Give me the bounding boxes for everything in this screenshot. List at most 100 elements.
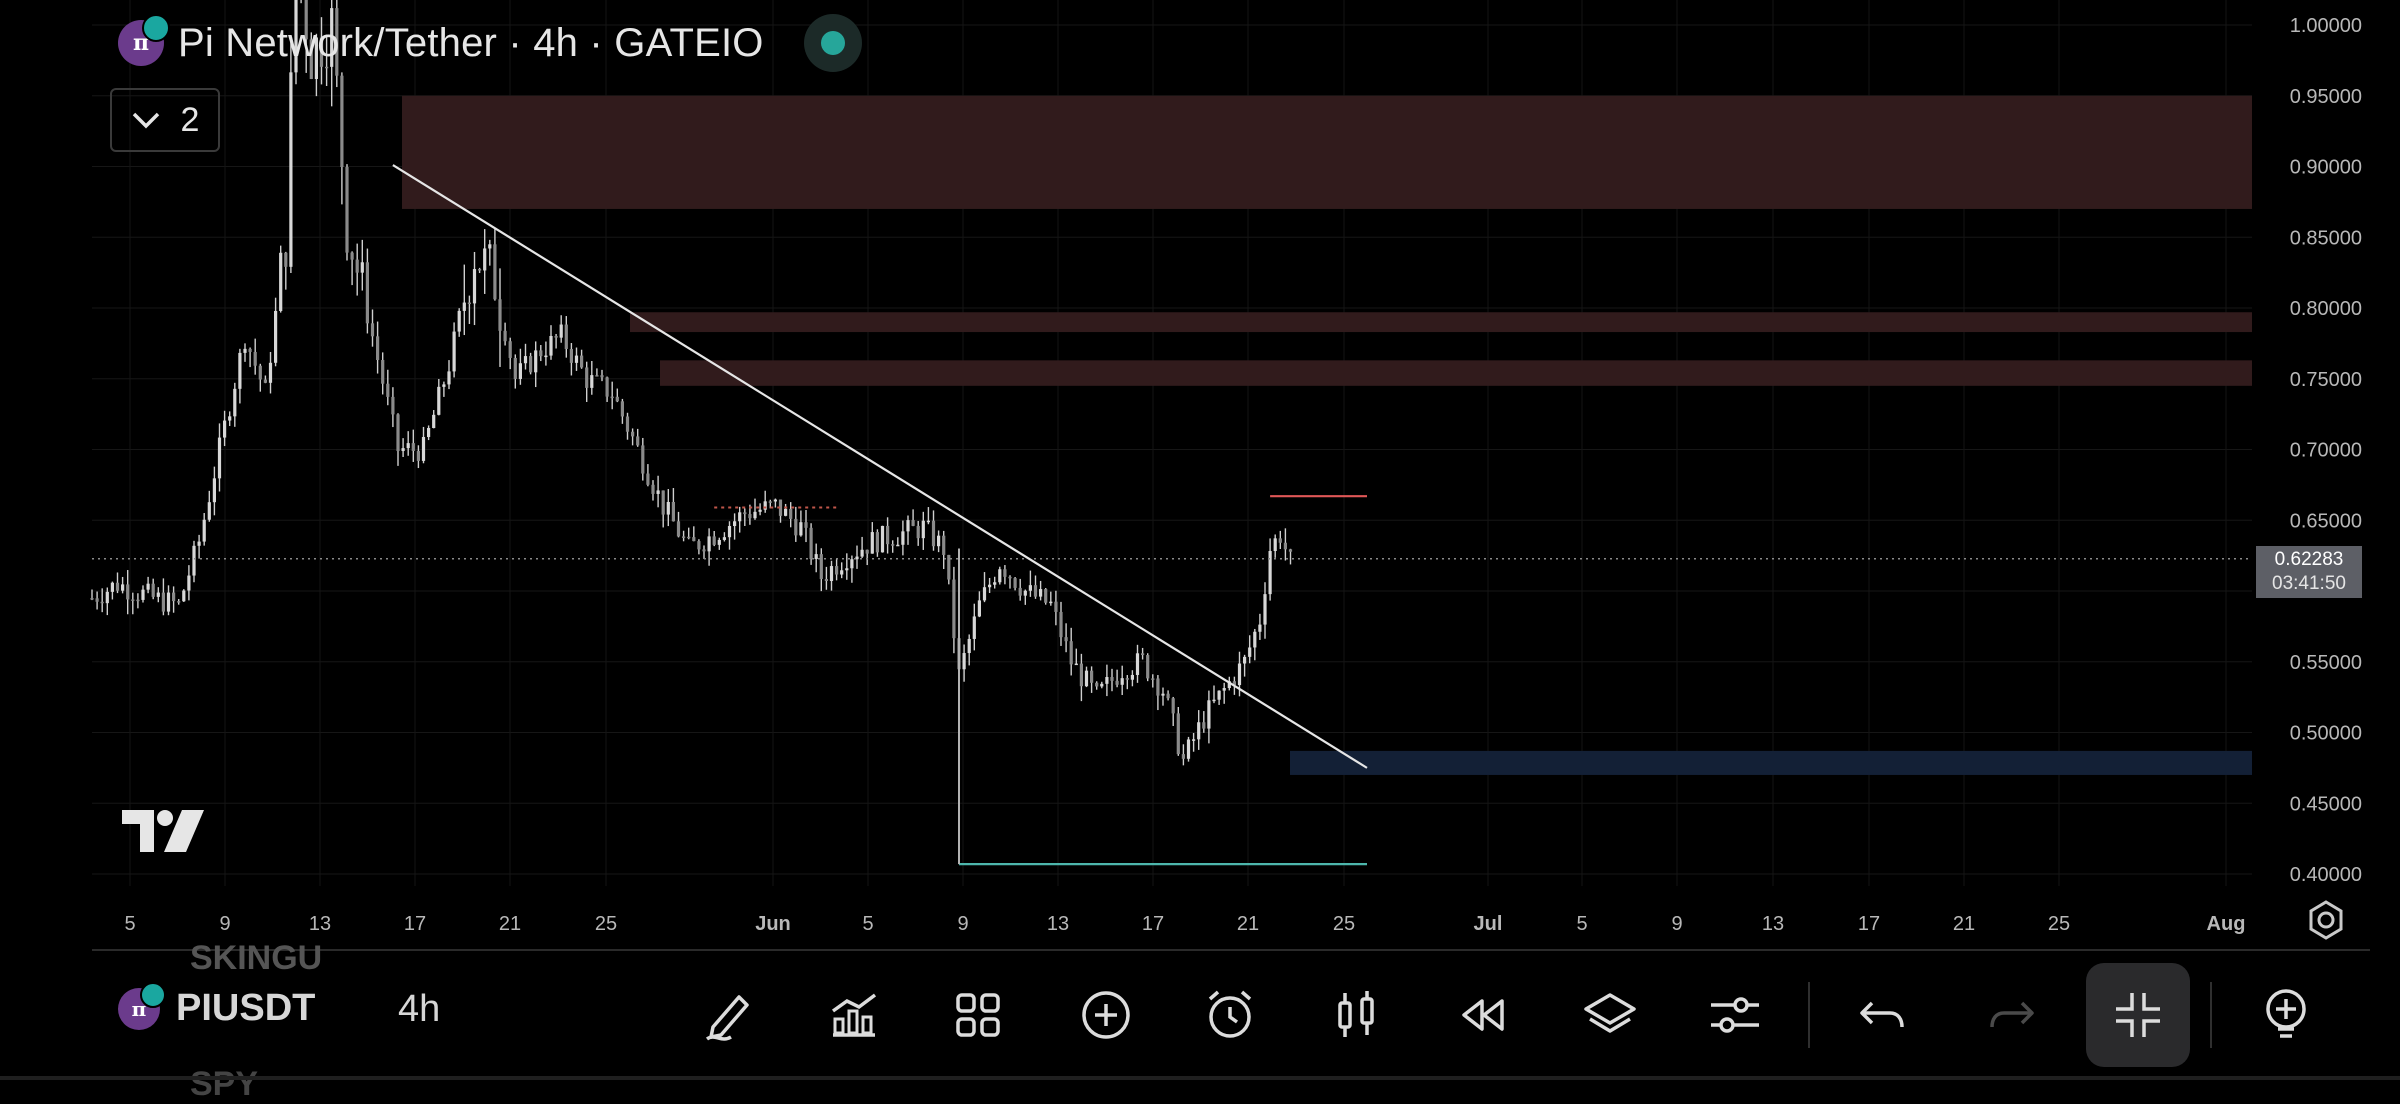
grid-icon [956, 993, 1000, 1037]
time-tick-label: 17 [1142, 913, 1164, 935]
plus-circle-icon [1082, 991, 1130, 1039]
candle-body [304, 0, 308, 40]
tradingview-logo[interactable] [120, 808, 206, 859]
candle-body [778, 499, 783, 516]
time-tick-label: 13 [1762, 913, 1784, 935]
candle-body [544, 355, 548, 358]
replay-button[interactable] [1430, 963, 1534, 1067]
price-chart[interactable]: 1.00000 0.95000 0.90000 0.85000 0.80000 0.750… [0, 0, 2400, 1080]
candles [90, 0, 1293, 766]
redo-button[interactable] [1960, 963, 2064, 1067]
time-tick-label: 5 [1576, 913, 1587, 935]
collapse-legend-button[interactable]: 2 [110, 88, 220, 152]
candle-body [391, 396, 395, 415]
candle-body [233, 388, 237, 417]
candle-body [926, 520, 930, 523]
candle-body [1115, 680, 1119, 685]
candle-body [1100, 683, 1104, 687]
exit-fullscreen-button[interactable] [2086, 963, 2190, 1067]
candle-body [1013, 578, 1017, 588]
candle-body [202, 519, 206, 542]
candle-body [421, 437, 426, 461]
price-zone [1290, 750, 2252, 775]
settings-sliders-button[interactable] [1683, 963, 1787, 1067]
more-tools-button[interactable] [2234, 963, 2338, 1067]
candle-body [1039, 589, 1043, 597]
candle-body [722, 537, 726, 540]
candle-body [513, 357, 517, 379]
candle-body [1105, 677, 1109, 684]
candle-body [921, 520, 925, 539]
candle-body [763, 501, 767, 510]
candle-body [1084, 670, 1089, 687]
settings-gear-icon[interactable] [2304, 898, 2348, 942]
price-tick-label: 0.80000 [2290, 298, 2362, 320]
candle-body [590, 375, 594, 388]
candle-body [1227, 681, 1231, 689]
time-axis[interactable]: 5 9 13 17 21 25 Jun 5 9 13 17 21 25 Jul 5 9 13 17 21 25 Aug [124, 913, 2245, 935]
alert-button[interactable] [1178, 963, 1282, 1067]
redo-icon [1990, 1001, 2034, 1028]
undo-button[interactable] [1830, 963, 1934, 1067]
symbol-selector[interactable]: SKINGU π PIUSDT SPY [118, 939, 322, 1103]
chart-title[interactable]: Pi Network/Tether · 4h · GATEIO [178, 20, 764, 65]
candle-body [773, 499, 777, 502]
candle-body [835, 566, 839, 575]
candle-body [539, 350, 543, 357]
candle-body [427, 428, 431, 438]
candle-body [1197, 722, 1201, 740]
time-tick-label: 13 [309, 913, 331, 935]
indicators-button[interactable] [801, 963, 905, 1067]
time-tick-label: 5 [124, 913, 135, 935]
candle-body [253, 351, 257, 366]
market-status-indicator[interactable] [803, 14, 862, 72]
candle-body [228, 416, 232, 421]
candle-body [799, 522, 803, 536]
candle-body [478, 269, 482, 271]
bulb-plus-icon [2266, 989, 2306, 1038]
candle-body [1273, 538, 1277, 552]
candle-body [161, 592, 165, 612]
candle-body [1054, 601, 1058, 612]
candle-body [360, 262, 364, 273]
layers-button[interactable] [1558, 963, 1662, 1067]
candle-body [804, 522, 808, 528]
candle-body [411, 443, 415, 451]
time-tick-label: 25 [1333, 913, 1355, 935]
candle-body [880, 525, 885, 553]
candle-body [952, 579, 956, 639]
candle-body [1018, 587, 1022, 596]
candle-body [901, 531, 905, 545]
candle-body [850, 559, 854, 569]
candle-body [1161, 693, 1165, 696]
candle-body [177, 601, 181, 603]
time-tick-label: 9 [1671, 913, 1682, 935]
candle-body [743, 512, 747, 515]
candle-body [462, 302, 466, 311]
undo-icon [1860, 1001, 1904, 1028]
draw-tool-button[interactable] [677, 963, 781, 1067]
candle-body [916, 525, 920, 539]
candle-body [692, 537, 696, 542]
candle-body [1049, 601, 1053, 604]
price-axis[interactable]: 1.00000 0.95000 0.90000 0.85000 0.80000 0.750… [2290, 15, 2362, 886]
candle-body [1059, 611, 1063, 638]
candle-body [727, 526, 732, 538]
price-tick-label: 0.50000 [2290, 723, 2362, 745]
time-tick-label: 21 [1237, 913, 1259, 935]
layout-grid-button[interactable] [926, 963, 1030, 1067]
candle-body [641, 445, 645, 474]
candle-body [942, 535, 946, 555]
candle-body [809, 527, 813, 559]
alarm-clock-icon [1208, 990, 1252, 1038]
candle-body [207, 502, 211, 520]
chart-type-button[interactable] [1304, 963, 1408, 1067]
candle-body [1207, 700, 1211, 729]
candle-body [447, 371, 451, 385]
add-symbol-button[interactable] [1054, 963, 1158, 1067]
interval-selector[interactable]: 4h [398, 988, 441, 1030]
candle-body [931, 520, 936, 547]
candle-body [1028, 585, 1032, 591]
candle-body [406, 443, 410, 449]
candle-icon [1338, 991, 1374, 1037]
